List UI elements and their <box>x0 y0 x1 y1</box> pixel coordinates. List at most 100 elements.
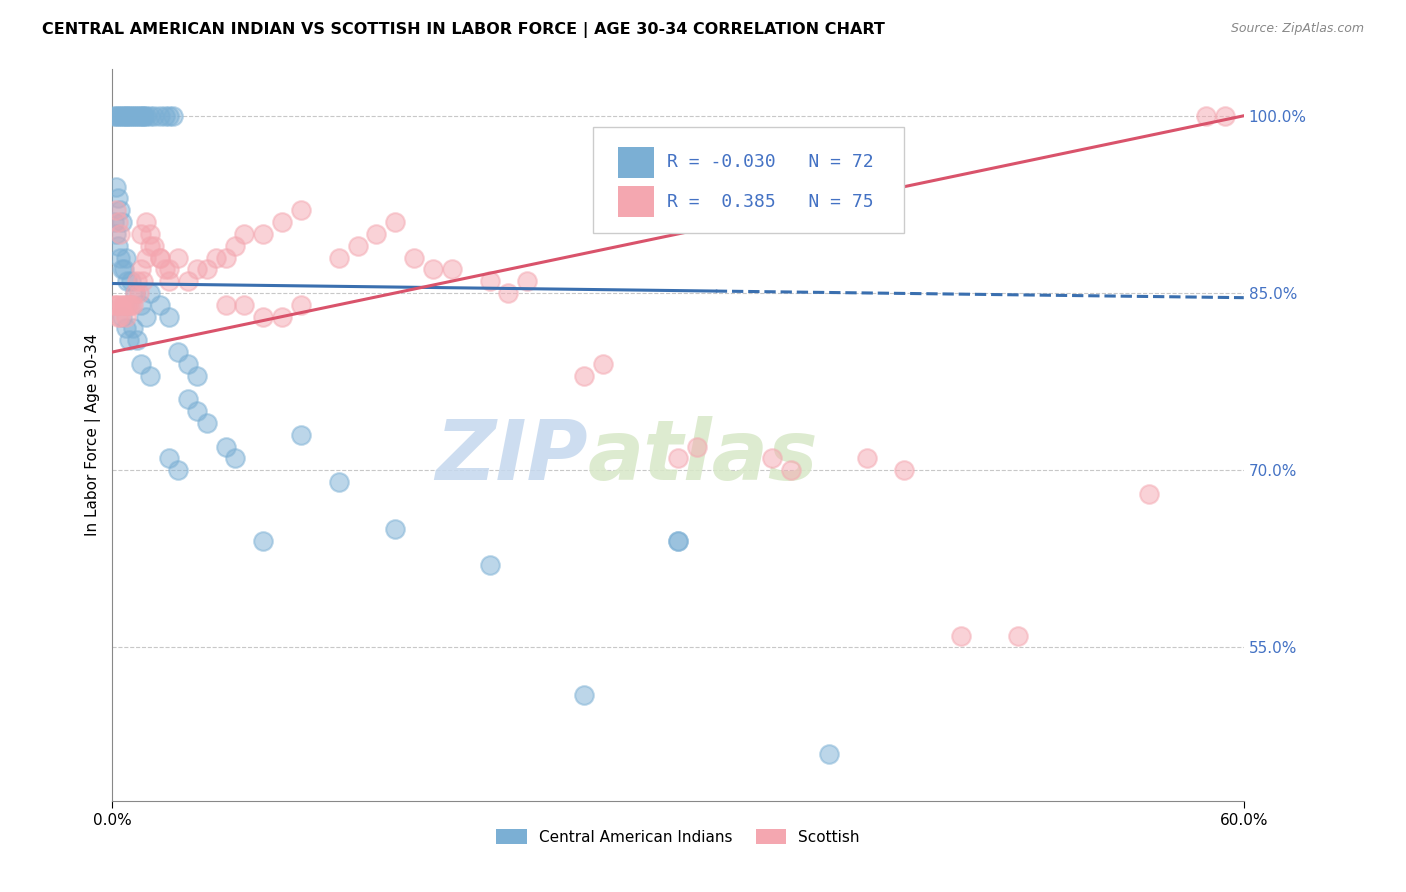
Point <box>105 227 128 241</box>
Point <box>195 416 218 430</box>
Point <box>131 274 153 288</box>
Point <box>114 321 136 335</box>
Point <box>233 227 256 241</box>
Point <box>186 404 208 418</box>
Text: Source: ZipAtlas.com: Source: ZipAtlas.com <box>1230 22 1364 36</box>
Point <box>112 109 135 123</box>
Point <box>666 451 689 466</box>
Point <box>761 451 783 466</box>
Point <box>478 274 501 288</box>
Point <box>148 251 170 265</box>
Point <box>186 368 208 383</box>
Point <box>105 109 128 123</box>
Point <box>177 392 200 407</box>
Point <box>120 298 142 312</box>
Point <box>157 310 180 324</box>
FancyBboxPatch shape <box>619 186 654 217</box>
Point <box>135 310 157 324</box>
Point <box>290 427 312 442</box>
Point <box>195 262 218 277</box>
Point <box>117 274 139 288</box>
Point <box>148 109 170 123</box>
Point <box>111 215 134 229</box>
Point <box>122 298 145 312</box>
Point <box>114 251 136 265</box>
Point <box>1007 628 1029 642</box>
Point <box>128 109 150 123</box>
Point <box>271 310 294 324</box>
Text: atlas: atlas <box>588 417 818 497</box>
Legend: Central American Indians, Scottish: Central American Indians, Scottish <box>496 829 860 845</box>
Point <box>108 203 131 218</box>
Point <box>440 262 463 277</box>
Point <box>118 333 141 347</box>
Point <box>105 298 128 312</box>
Point <box>666 534 689 549</box>
Point <box>129 298 152 312</box>
Point <box>780 463 803 477</box>
Point <box>117 298 139 312</box>
Point <box>214 251 236 265</box>
Point <box>148 298 170 312</box>
Text: CENTRAL AMERICAN INDIAN VS SCOTTISH IN LABOR FORCE | AGE 30-34 CORRELATION CHART: CENTRAL AMERICAN INDIAN VS SCOTTISH IN L… <box>42 22 884 38</box>
Point <box>855 451 877 466</box>
Point <box>134 109 156 123</box>
Point <box>122 109 145 123</box>
Point <box>157 109 180 123</box>
Point <box>572 688 595 702</box>
Point <box>404 251 426 265</box>
Point <box>111 109 134 123</box>
Point <box>252 227 274 241</box>
Point <box>572 368 595 383</box>
Point <box>135 215 157 229</box>
Point <box>129 227 152 241</box>
Point <box>107 109 129 123</box>
Point <box>103 215 125 229</box>
Point <box>108 227 131 241</box>
Point <box>328 251 350 265</box>
Point <box>478 558 501 572</box>
Point <box>125 274 148 288</box>
Point <box>252 310 274 324</box>
Point <box>124 285 146 300</box>
Point <box>125 333 148 347</box>
Point <box>103 109 125 123</box>
Point <box>112 262 135 277</box>
Point <box>155 262 177 277</box>
Point <box>139 368 162 383</box>
Point <box>103 298 125 312</box>
Point <box>252 534 274 549</box>
Point <box>128 285 150 300</box>
Point <box>271 215 294 229</box>
Point <box>384 522 406 536</box>
Point <box>346 238 368 252</box>
Point <box>139 285 162 300</box>
Point <box>328 475 350 489</box>
Point <box>214 298 236 312</box>
Point <box>118 109 141 123</box>
Point <box>125 109 148 123</box>
Point <box>224 238 246 252</box>
Point <box>893 463 915 477</box>
Point <box>666 534 689 549</box>
Point <box>105 203 128 218</box>
Point <box>592 357 614 371</box>
Point <box>224 451 246 466</box>
Point <box>107 191 129 205</box>
Point <box>177 357 200 371</box>
Point <box>120 109 142 123</box>
Point <box>142 109 165 123</box>
Point <box>107 215 129 229</box>
Point <box>233 298 256 312</box>
Point <box>124 109 146 123</box>
Point <box>177 274 200 288</box>
FancyBboxPatch shape <box>619 147 654 178</box>
Point <box>167 251 190 265</box>
Point <box>949 628 972 642</box>
Point <box>139 238 162 252</box>
Point <box>114 310 136 324</box>
Point <box>139 227 162 241</box>
Point <box>384 215 406 229</box>
Point <box>108 251 131 265</box>
Point <box>290 203 312 218</box>
